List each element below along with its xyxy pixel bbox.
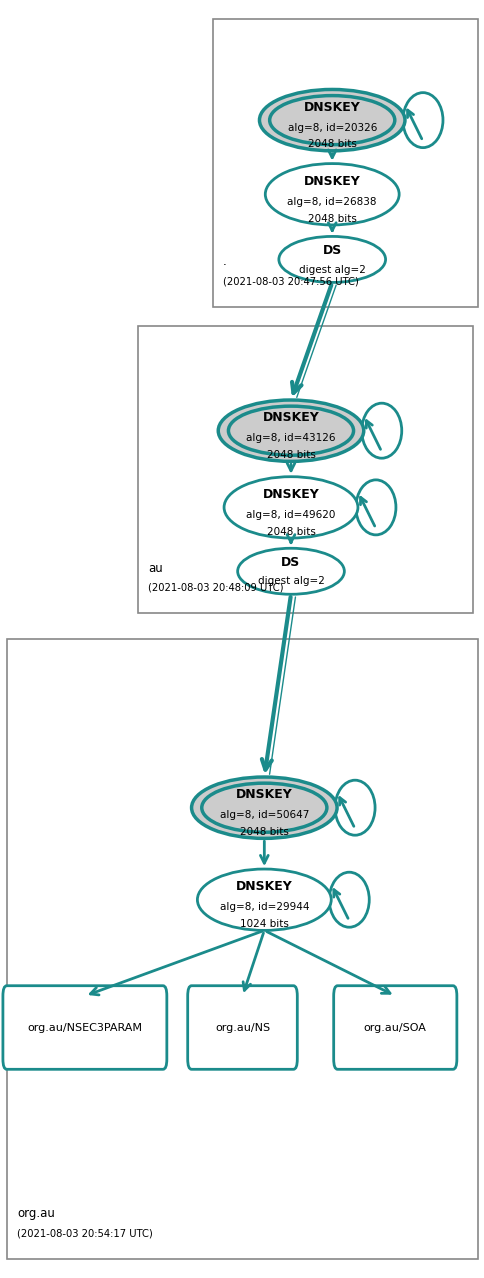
- FancyBboxPatch shape: [3, 985, 166, 1070]
- Text: alg=8, id=49620: alg=8, id=49620: [246, 510, 335, 520]
- Text: 2048 bits: 2048 bits: [307, 139, 356, 150]
- Text: DNSKEY: DNSKEY: [262, 412, 319, 424]
- Text: org.au: org.au: [17, 1208, 55, 1220]
- Text: .: .: [223, 256, 227, 268]
- Text: alg=8, id=29944: alg=8, id=29944: [219, 902, 308, 912]
- Ellipse shape: [259, 89, 404, 151]
- Text: DNSKEY: DNSKEY: [262, 488, 319, 501]
- Text: 2048 bits: 2048 bits: [307, 213, 356, 224]
- Text: 2048 bits: 2048 bits: [240, 827, 288, 837]
- Text: DNSKEY: DNSKEY: [235, 789, 292, 801]
- Text: 1024 bits: 1024 bits: [240, 919, 288, 929]
- Text: DS: DS: [281, 556, 300, 569]
- Bar: [7, 639, 477, 1259]
- Ellipse shape: [224, 477, 357, 538]
- Ellipse shape: [191, 777, 336, 838]
- Text: DS: DS: [322, 244, 341, 257]
- Text: (2021-08-03 20:48:09 UTC): (2021-08-03 20:48:09 UTC): [148, 583, 283, 593]
- Text: digest alg=2: digest alg=2: [257, 576, 324, 587]
- Text: (2021-08-03 20:54:17 UTC): (2021-08-03 20:54:17 UTC): [17, 1228, 152, 1238]
- Text: 2048 bits: 2048 bits: [266, 527, 315, 537]
- FancyBboxPatch shape: [187, 985, 297, 1070]
- Text: alg=8, id=50647: alg=8, id=50647: [219, 810, 308, 820]
- Text: DNSKEY: DNSKEY: [303, 101, 360, 114]
- Text: au: au: [148, 562, 162, 575]
- Ellipse shape: [278, 236, 385, 282]
- Ellipse shape: [197, 869, 331, 930]
- Text: 2048 bits: 2048 bits: [266, 450, 315, 460]
- Text: (2021-08-03 20:47:56 UTC): (2021-08-03 20:47:56 UTC): [223, 276, 358, 286]
- Text: org.au/NSEC3PARAM: org.au/NSEC3PARAM: [27, 1022, 142, 1033]
- Ellipse shape: [237, 548, 344, 594]
- Text: alg=8, id=43126: alg=8, id=43126: [246, 433, 335, 443]
- Text: alg=8, id=20326: alg=8, id=20326: [287, 123, 376, 133]
- FancyBboxPatch shape: [333, 985, 456, 1070]
- Text: alg=8, id=26838: alg=8, id=26838: [287, 197, 376, 207]
- Text: DNSKEY: DNSKEY: [235, 881, 292, 893]
- Text: org.au/NS: org.au/NS: [214, 1022, 270, 1033]
- Text: digest alg=2: digest alg=2: [298, 265, 365, 275]
- Text: org.au/SOA: org.au/SOA: [363, 1022, 426, 1033]
- Bar: [138, 326, 472, 613]
- Ellipse shape: [265, 164, 398, 225]
- Text: DNSKEY: DNSKEY: [303, 175, 360, 188]
- Bar: [213, 19, 477, 307]
- Ellipse shape: [218, 400, 363, 461]
